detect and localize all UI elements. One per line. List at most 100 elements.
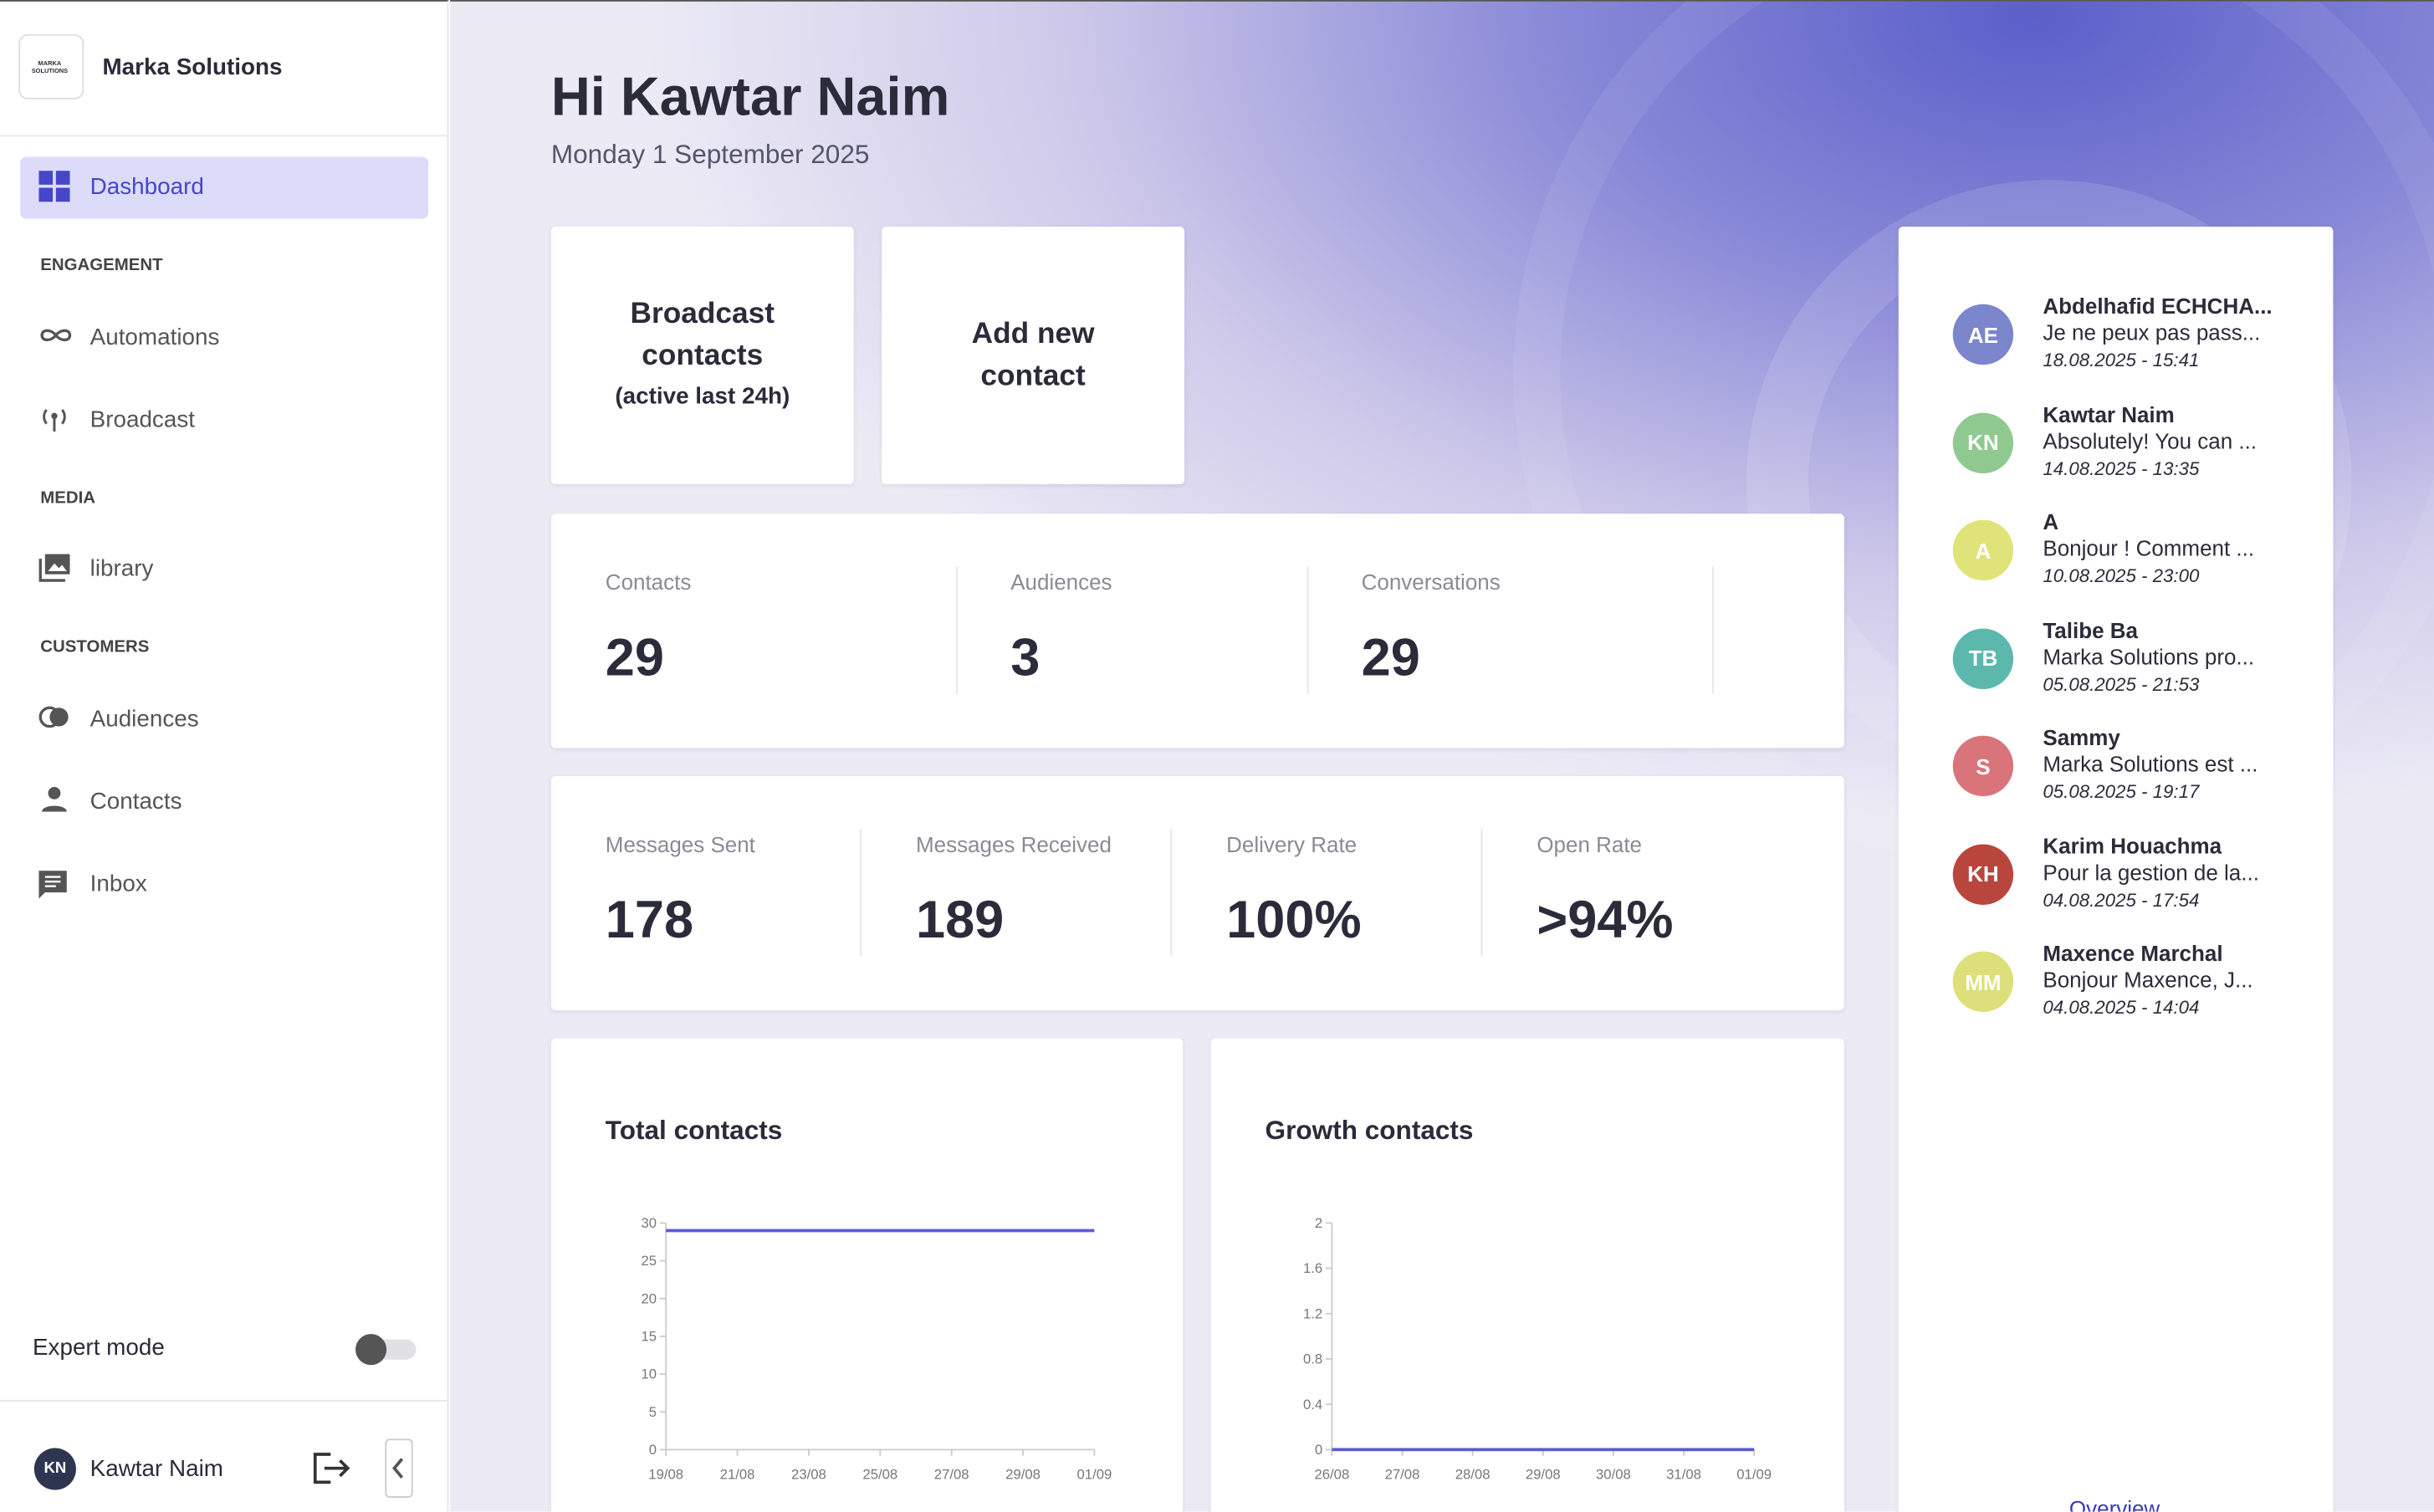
stats-card: Contacts 29 Audiences 3 Conversations 29: [550, 513, 1844, 748]
stat-value: 29: [605, 628, 665, 688]
contact-name[interactable]: Kawtar Naim: [2043, 401, 2175, 427]
nav-item[interactable]: Inbox: [89, 871, 147, 897]
x-tick-label: 27/08: [934, 1467, 969, 1483]
stat-value: 3: [1010, 628, 1041, 688]
avatar[interactable]: AE: [1952, 304, 2014, 365]
y-tick-label: 10: [641, 1366, 657, 1382]
y-tick-label: 15: [641, 1328, 657, 1344]
contact-name[interactable]: Karim Houachma: [2043, 832, 2222, 858]
broadcast-card[interactable]: Broadcast contacts (active last 24h): [550, 226, 854, 485]
last-message: Marka Solutions est ...: [2043, 751, 2258, 776]
stat-label: Messages Received: [915, 831, 1112, 857]
nav-item[interactable]: Automations: [89, 324, 220, 351]
x-tick-label: 29/08: [1526, 1467, 1561, 1483]
stat-value: 189: [915, 891, 1005, 950]
overview-link[interactable]: Overview: [2068, 1496, 2160, 1512]
y-tick-label: 5: [649, 1404, 657, 1420]
last-message: Je ne peux pas pass...: [2043, 319, 2261, 345]
separator: [1170, 829, 1173, 957]
message-date: 04.08.2025 - 17:54: [2043, 888, 2200, 911]
avatar[interactable]: KH: [1952, 843, 2014, 905]
main: Hi Kawtar Naim Monday 1 September 2025 B…: [450, 0, 2434, 1512]
nav-item[interactable]: Broadcast: [89, 406, 196, 433]
message-date: 04.08.2025 - 14:04: [2043, 996, 2200, 1019]
section-label: MEDIA: [40, 488, 96, 508]
contact-name[interactable]: Sammy: [2043, 724, 2120, 750]
active-nav: [20, 156, 429, 219]
x-tick-label: 26/08: [1314, 1467, 1349, 1483]
user-name: Kawtar Naim: [89, 1455, 223, 1483]
x-tick-label: 01/09: [1077, 1467, 1112, 1483]
expert-toggle[interactable]: [350, 1331, 419, 1368]
message-date: 10.08.2025 - 23:00: [2043, 564, 2200, 587]
collapse-button[interactable]: [385, 1438, 413, 1498]
avatar[interactable]: A: [1952, 519, 2014, 581]
avatar[interactable]: TB: [1952, 627, 2014, 689]
section-label: CUSTOMERS: [40, 637, 150, 657]
chart-card: Growth contacts 0 0.4 0.8 1.2 1.6 2 26/08 27/08 2…: [1210, 1038, 1844, 1512]
x-tick-label: 21/08: [720, 1467, 755, 1483]
separator: [1306, 566, 1309, 694]
y-tick-label: 1.6: [1303, 1260, 1322, 1276]
sidebar: MARKA SOLUTIONS Marka Solutions Dashboar…: [0, 0, 449, 1512]
date: Monday 1 September 2025: [550, 140, 870, 170]
stat-value: >94%: [1537, 891, 1674, 950]
chart-title: Total contacts: [605, 1116, 783, 1146]
dashboard-icon: [38, 171, 70, 202]
contact-name[interactable]: Talibe Ba: [2043, 616, 2138, 642]
chart-title: Growth contacts: [1265, 1116, 1474, 1146]
y-tick-label: 2: [1315, 1215, 1322, 1231]
x-tick-label: 25/08: [862, 1467, 897, 1483]
avatar[interactable]: MM: [1952, 951, 2014, 1013]
last-message: Marka Solutions pro...: [2043, 643, 2255, 668]
separator: [956, 566, 959, 694]
nav-item[interactable]: Dashboard: [89, 173, 204, 201]
y-tick-label: 30: [641, 1215, 657, 1231]
greeting: Hi Kawtar Naim: [550, 66, 950, 128]
avatar[interactable]: S: [1952, 735, 2014, 797]
stat-label: Delivery Rate: [1226, 831, 1358, 857]
stat-value: 29: [1361, 628, 1420, 688]
section-label: ENGAGEMENT: [40, 256, 163, 275]
stat-value: 178: [605, 891, 694, 950]
x-tick-label: 29/08: [1005, 1467, 1041, 1483]
chart: 0 0.4 0.8 1.2 1.6 2 26/08 27/08 28/08 29/08 30/08 3…: [1303, 1215, 1772, 1483]
nav-item[interactable]: Audiences: [89, 706, 199, 733]
user-avatar: KN: [33, 1448, 76, 1490]
inbox-icon: [38, 871, 67, 899]
contact-name[interactable]: A: [2043, 508, 2059, 534]
separator: [860, 829, 862, 957]
contacts-icon: [42, 786, 67, 812]
x-tick-label: 28/08: [1455, 1467, 1491, 1483]
conversations-card: Overview AE Abdelhafid ECHCHA... Je ne peu…: [1898, 226, 2334, 1512]
avatar[interactable]: KN: [1952, 411, 2014, 473]
separator: [1712, 566, 1714, 694]
contact-name[interactable]: Maxence Marchal: [2043, 940, 2223, 966]
nav-item[interactable]: Contacts: [89, 788, 182, 815]
y-tick-label: 1.2: [1303, 1305, 1322, 1321]
chart-card: Total contacts 0 5 10 15 20 25 30 19/08 21/08 23/0…: [550, 1038, 1184, 1512]
card-text: Broadcast: [630, 298, 775, 331]
stat-label: Messages Sent: [605, 831, 755, 857]
contact-name[interactable]: Abdelhafid ECHCHA...: [2043, 293, 2273, 319]
y-tick-label: 20: [641, 1290, 657, 1306]
stat-label: Contacts: [605, 570, 692, 595]
message-date: 05.08.2025 - 19:17: [2043, 780, 2200, 803]
last-message: Pour la gestion de la...: [2043, 859, 2259, 884]
x-tick-label: 31/08: [1666, 1467, 1701, 1483]
logo[interactable]: MARKA SOLUTIONS: [18, 33, 84, 100]
x-tick-label: 27/08: [1385, 1467, 1420, 1483]
card-text: contacts: [642, 340, 764, 373]
brand: Marka Solutions: [102, 54, 283, 81]
stat-label: Audiences: [1010, 570, 1112, 595]
chart: 0 5 10 15 20 25 30 19/08 21/08 23/08 25/08 27/08 29/…: [641, 1215, 1112, 1483]
x-tick-label: 30/08: [1596, 1467, 1631, 1483]
logout-button[interactable]: [312, 1451, 350, 1485]
last-message: Bonjour Maxence, J...: [2043, 967, 2253, 992]
nav-item[interactable]: library: [89, 555, 154, 582]
divider: [0, 135, 449, 137]
collapse-icon: [391, 1458, 404, 1479]
add-contact-card[interactable]: Add new contact: [882, 226, 1185, 485]
